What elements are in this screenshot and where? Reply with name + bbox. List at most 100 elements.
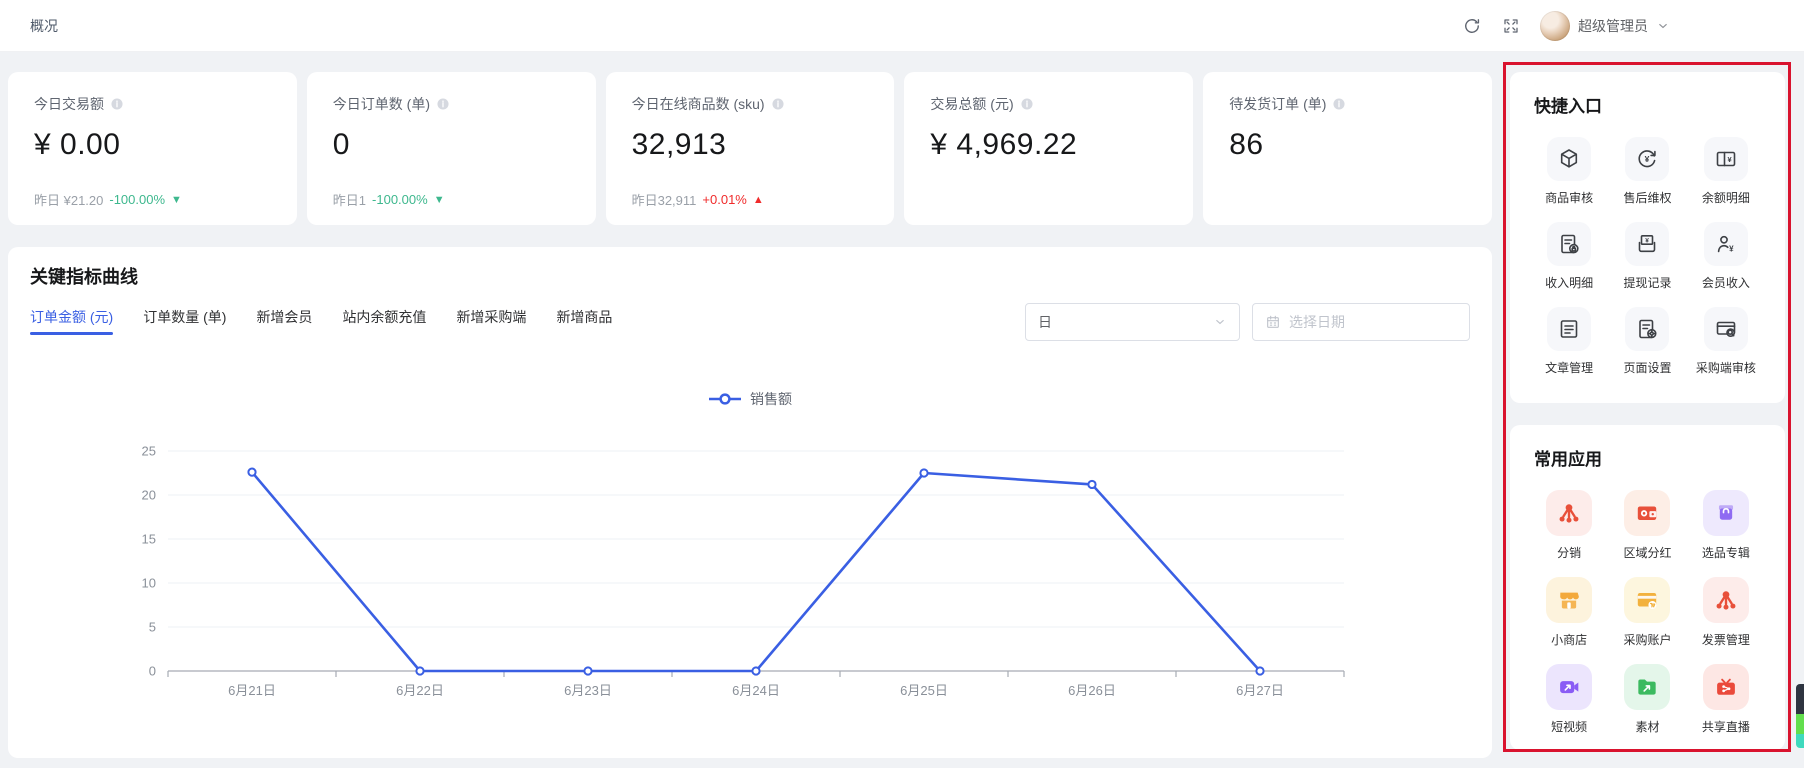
grid-item-label: 选品专辑 bbox=[1701, 546, 1750, 560]
chart-area: 0 5 10 15 20 25 6月21日 6月22日 6月23日 6月24日 6月25日 6月26日… bbox=[122, 425, 1370, 720]
grid-item-short-video[interactable]: 短视频 bbox=[1531, 664, 1607, 735]
svg-text:¥: ¥ bbox=[1645, 154, 1650, 164]
stat-card-yesterday-row: 昨日 ¥21.20 -100.00% ▼ bbox=[34, 190, 182, 209]
x-axis-tick-label: 6月24日 bbox=[732, 683, 780, 698]
stat-card: 待发货订单 (单) 86 bbox=[1203, 72, 1492, 225]
grid-item-label: 分销 bbox=[1557, 546, 1582, 560]
avatar[interactable] bbox=[1540, 10, 1570, 41]
page-title: 概况 bbox=[30, 17, 58, 34]
date-picker[interactable]: 选择日期 bbox=[1252, 303, 1470, 341]
info-icon[interactable] bbox=[1020, 97, 1034, 111]
stat-card-yesterday: 昨日1 bbox=[332, 193, 367, 208]
refresh-icon[interactable] bbox=[1462, 16, 1482, 36]
scroll-widget[interactable] bbox=[1796, 684, 1804, 748]
grid-item-label: 售后维权 bbox=[1623, 191, 1672, 205]
grid-item-region-dividend[interactable]: 区域分红 bbox=[1609, 490, 1685, 561]
stat-card-delta: -100.00% bbox=[372, 192, 428, 207]
metric-tab[interactable]: 订单金额 (元) bbox=[30, 307, 114, 335]
grid-item-label: 页面设置 bbox=[1623, 361, 1672, 375]
grid-item-label: 采购账户 bbox=[1623, 633, 1672, 647]
stat-card: 今日交易额 ¥ 0.00 昨日 ¥21.20 -100.00% ▼ bbox=[8, 72, 297, 225]
grid-item-purchase-account[interactable]: 采购账户 bbox=[1609, 577, 1685, 648]
grid-item-income-doc[interactable]: 收入明细 bbox=[1531, 222, 1607, 291]
stat-card: 今日订单数 (单) 0 昨日1 -100.00% ▼ bbox=[306, 72, 596, 225]
grid-item-album[interactable]: 选品专辑 bbox=[1688, 490, 1764, 561]
grid-item-article[interactable]: 文章管理 bbox=[1531, 307, 1607, 376]
date-picker-placeholder: 选择日期 bbox=[1289, 314, 1345, 330]
income-doc-icon bbox=[1547, 222, 1592, 266]
grid-item-balance-book[interactable]: ¥ 余额明细 bbox=[1688, 137, 1764, 206]
grid-item-invoice[interactable]: 发票管理 bbox=[1688, 577, 1764, 648]
stat-card-yesterday: 昨日32,911 bbox=[631, 193, 697, 208]
chevron-down-icon bbox=[1213, 315, 1227, 329]
legend-label: 销售额 bbox=[750, 391, 792, 407]
quick-entry-title: 快捷入口 bbox=[1534, 97, 1602, 116]
data-point[interactable] bbox=[415, 666, 425, 676]
info-icon[interactable] bbox=[110, 97, 124, 111]
data-point[interactable] bbox=[919, 468, 929, 478]
grid-item-mini-shop[interactable]: 小商店 bbox=[1531, 577, 1607, 648]
user-menu[interactable]: 超级管理员 bbox=[1540, 10, 1670, 41]
grid-item-withdraw[interactable]: ¥ 提现记录 bbox=[1609, 222, 1685, 291]
grid-item-refund[interactable]: ¥ 售后维权 bbox=[1609, 137, 1685, 206]
grid-item-label: 文章管理 bbox=[1545, 361, 1594, 375]
stat-card-yesterday: 昨日 ¥21.20 bbox=[34, 193, 104, 208]
legend-marker-icon bbox=[709, 393, 741, 405]
stat-card-delta: +0.01% bbox=[702, 192, 747, 207]
topbar: 概况 超级管理员 bbox=[0, 0, 1804, 52]
grid-item-label: 会员收入 bbox=[1701, 276, 1750, 290]
grid-item-live-share[interactable]: 共享直播 bbox=[1688, 664, 1764, 735]
data-point[interactable] bbox=[583, 666, 593, 676]
data-point[interactable] bbox=[751, 666, 761, 676]
y-axis-tick-label: 15 bbox=[142, 532, 156, 547]
grid-item-label: 区域分红 bbox=[1623, 546, 1672, 560]
quick-entry-grid: 商品审核 ¥ 售后维权 ¥ 余额明细 收入明细 ¥ 提现记录 ¥ 会员收入 文章… bbox=[1530, 137, 1765, 376]
info-icon[interactable] bbox=[436, 97, 450, 111]
grid-item-label: 提现记录 bbox=[1623, 276, 1672, 290]
period-select-value: 日 bbox=[1038, 314, 1052, 330]
album-icon bbox=[1702, 490, 1749, 536]
user-name[interactable]: 超级管理员 bbox=[1578, 17, 1648, 34]
stat-card-yesterday-row: 昨日1 -100.00% ▼ bbox=[333, 190, 445, 209]
stat-card-value: ¥ 0.00 bbox=[34, 128, 121, 161]
fullscreen-icon[interactable] bbox=[1502, 17, 1520, 35]
stat-card-header: 交易总额 (元) bbox=[930, 94, 1167, 114]
grid-item-material[interactable]: 素材 bbox=[1609, 664, 1685, 735]
region-dividend-icon bbox=[1624, 490, 1671, 536]
metric-tab[interactable]: 新增商品 bbox=[556, 309, 613, 325]
stat-card-delta: -100.00% bbox=[109, 192, 166, 207]
scroll-widget-segment bbox=[1796, 714, 1804, 734]
x-axis-tick-label: 6月25日 bbox=[900, 683, 948, 698]
scroll-widget-segment bbox=[1796, 684, 1804, 714]
data-point[interactable] bbox=[247, 467, 257, 477]
grid-item-cube[interactable]: 商品审核 bbox=[1531, 137, 1607, 206]
trend-arrow-icon: ▲ bbox=[752, 193, 764, 206]
grid-item-label: 采购端审核 bbox=[1695, 361, 1756, 375]
data-point[interactable] bbox=[1087, 479, 1097, 490]
y-axis-tick-label: 20 bbox=[142, 488, 156, 503]
grid-item-purchase-review[interactable]: 采购端审核 bbox=[1688, 307, 1764, 376]
chevron-down-icon bbox=[1656, 19, 1670, 33]
grid-item-distribution[interactable]: 分销 bbox=[1531, 490, 1607, 561]
stat-card-label: 今日订单数 (单) bbox=[332, 96, 431, 112]
stat-card-label: 今日在线商品数 (sku) bbox=[631, 96, 765, 112]
metric-tab[interactable]: 站内余额充值 bbox=[342, 309, 427, 325]
balance-book-icon: ¥ bbox=[1703, 137, 1748, 181]
metric-tabs: 订单金额 (元) 订单数量 (单) 新增会员 站内余额充值 新增采购端 新增商品 bbox=[30, 307, 612, 335]
grid-item-page-settings[interactable]: 页面设置 bbox=[1609, 307, 1685, 376]
svg-text:¥: ¥ bbox=[1646, 237, 1650, 244]
info-icon[interactable] bbox=[1332, 97, 1346, 111]
metric-tab[interactable]: 订单数量 (单) bbox=[143, 309, 227, 325]
purchase-account-icon bbox=[1624, 577, 1671, 623]
legend-item-sales[interactable]: 销售额 bbox=[708, 389, 792, 409]
grid-item-label: 短视频 bbox=[1551, 720, 1588, 734]
info-icon[interactable] bbox=[771, 97, 785, 111]
period-select[interactable]: 日 bbox=[1025, 303, 1240, 341]
data-point[interactable] bbox=[1255, 666, 1265, 676]
grid-item-member-income[interactable]: ¥ 会员收入 bbox=[1688, 222, 1764, 291]
metric-tab[interactable]: 新增采购端 bbox=[456, 309, 527, 325]
grid-item-label: 商品审核 bbox=[1545, 191, 1594, 205]
stat-card-header: 今日交易额 bbox=[34, 94, 271, 114]
metric-tab[interactable]: 新增会员 bbox=[256, 309, 313, 325]
common-apps-grid: 分销 区域分红 选品专辑 小商店 采购账户 发票管理 短视频 素材 共享直播 bbox=[1530, 490, 1765, 735]
